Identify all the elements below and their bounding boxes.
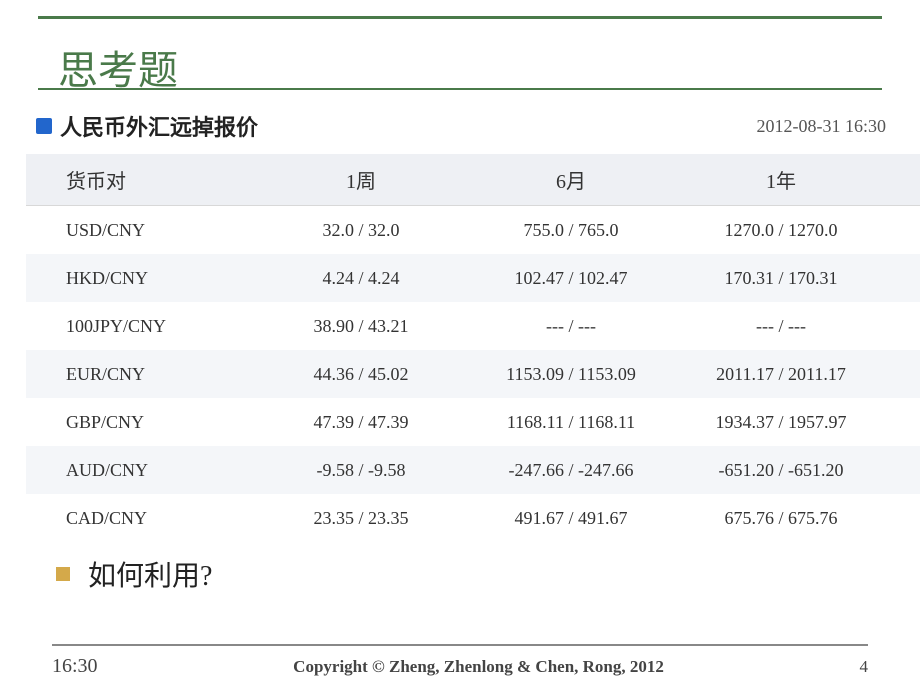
- bottom-divider: [52, 644, 868, 646]
- bullet-text: 如何利用?: [88, 554, 212, 594]
- col-header-6m: 6月: [466, 165, 676, 194]
- cell-1w: 47.39 / 47.39: [256, 412, 466, 433]
- slide: 思考题 人民币外汇远掉报价 2012-08-31 16:30 货币对 1周 6月…: [0, 0, 920, 690]
- cell-pair: 100JPY/CNY: [26, 316, 256, 337]
- col-header-1y: 1年: [676, 165, 886, 194]
- table-row: CAD/CNY23.35 / 23.35491.67 / 491.67675.7…: [26, 494, 920, 542]
- table-row: AUD/CNY-9.58 / -9.58-247.66 / -247.66-65…: [26, 446, 920, 494]
- cell-1y: 2011.17 / 2011.17: [676, 364, 886, 385]
- table-row: GBP/CNY47.39 / 47.391168.11 / 1168.11193…: [26, 398, 920, 446]
- col-header-pair: 货币对: [26, 165, 256, 194]
- cell-6m: -247.66 / -247.66: [466, 460, 676, 481]
- bullet-icon: [56, 567, 70, 581]
- table-timestamp: 2012-08-31 16:30: [757, 116, 887, 137]
- heading-underline: [38, 88, 882, 90]
- cell-6m: 102.47 / 102.47: [466, 268, 676, 289]
- footer-page-number: 4: [860, 657, 869, 677]
- cell-6m: --- / ---: [466, 316, 676, 337]
- chart-icon: [36, 118, 52, 134]
- cell-1w: 44.36 / 45.02: [256, 364, 466, 385]
- cell-1w: 38.90 / 43.21: [256, 316, 466, 337]
- cell-1y: 1934.37 / 1957.97: [676, 412, 886, 433]
- table-row: USD/CNY32.0 / 32.0755.0 / 765.01270.0 / …: [26, 206, 920, 254]
- table-row: EUR/CNY44.36 / 45.021153.09 / 1153.09201…: [26, 350, 920, 398]
- table-row: HKD/CNY4.24 / 4.24102.47 / 102.47170.31 …: [26, 254, 920, 302]
- cell-1y: --- / ---: [676, 316, 886, 337]
- footer-time: 16:30: [52, 655, 98, 678]
- cell-pair: EUR/CNY: [26, 364, 256, 385]
- cell-1w: 32.0 / 32.0: [256, 220, 466, 241]
- footer-copyright: Copyright © Zheng, Zhenlong & Chen, Rong…: [98, 657, 860, 677]
- slide-footer: 16:30 Copyright © Zheng, Zhenlong & Chen…: [0, 655, 920, 678]
- cell-1y: -651.20 / -651.20: [676, 460, 886, 481]
- forward-quote-table: 人民币外汇远掉报价 2012-08-31 16:30 货币对 1周 6月 1年 …: [26, 106, 920, 542]
- cell-6m: 1153.09 / 1153.09: [466, 364, 676, 385]
- cell-pair: CAD/CNY: [26, 508, 256, 529]
- table-column-headers: 货币对 1周 6月 1年: [26, 154, 920, 206]
- cell-1y: 1270.0 / 1270.0: [676, 220, 886, 241]
- cell-6m: 755.0 / 765.0: [466, 220, 676, 241]
- cell-1w: 4.24 / 4.24: [256, 268, 466, 289]
- cell-6m: 491.67 / 491.67: [466, 508, 676, 529]
- cell-1w: 23.35 / 23.35: [256, 508, 466, 529]
- col-header-1w: 1周: [256, 165, 466, 194]
- top-divider: [38, 16, 882, 19]
- table-row: 100JPY/CNY38.90 / 43.21--- / ------ / --…: [26, 302, 920, 350]
- cell-pair: GBP/CNY: [26, 412, 256, 433]
- cell-1y: 675.76 / 675.76: [676, 508, 886, 529]
- table-title: 人民币外汇远掉报价: [60, 110, 757, 142]
- cell-1w: -9.58 / -9.58: [256, 460, 466, 481]
- cell-1y: 170.31 / 170.31: [676, 268, 886, 289]
- bullet-line: 如何利用?: [56, 554, 212, 594]
- table-header-bar: 人民币外汇远掉报价 2012-08-31 16:30: [26, 106, 920, 154]
- table-rows-container: USD/CNY32.0 / 32.0755.0 / 765.01270.0 / …: [26, 206, 920, 542]
- cell-6m: 1168.11 / 1168.11: [466, 412, 676, 433]
- cell-pair: USD/CNY: [26, 220, 256, 241]
- cell-pair: AUD/CNY: [26, 460, 256, 481]
- cell-pair: HKD/CNY: [26, 268, 256, 289]
